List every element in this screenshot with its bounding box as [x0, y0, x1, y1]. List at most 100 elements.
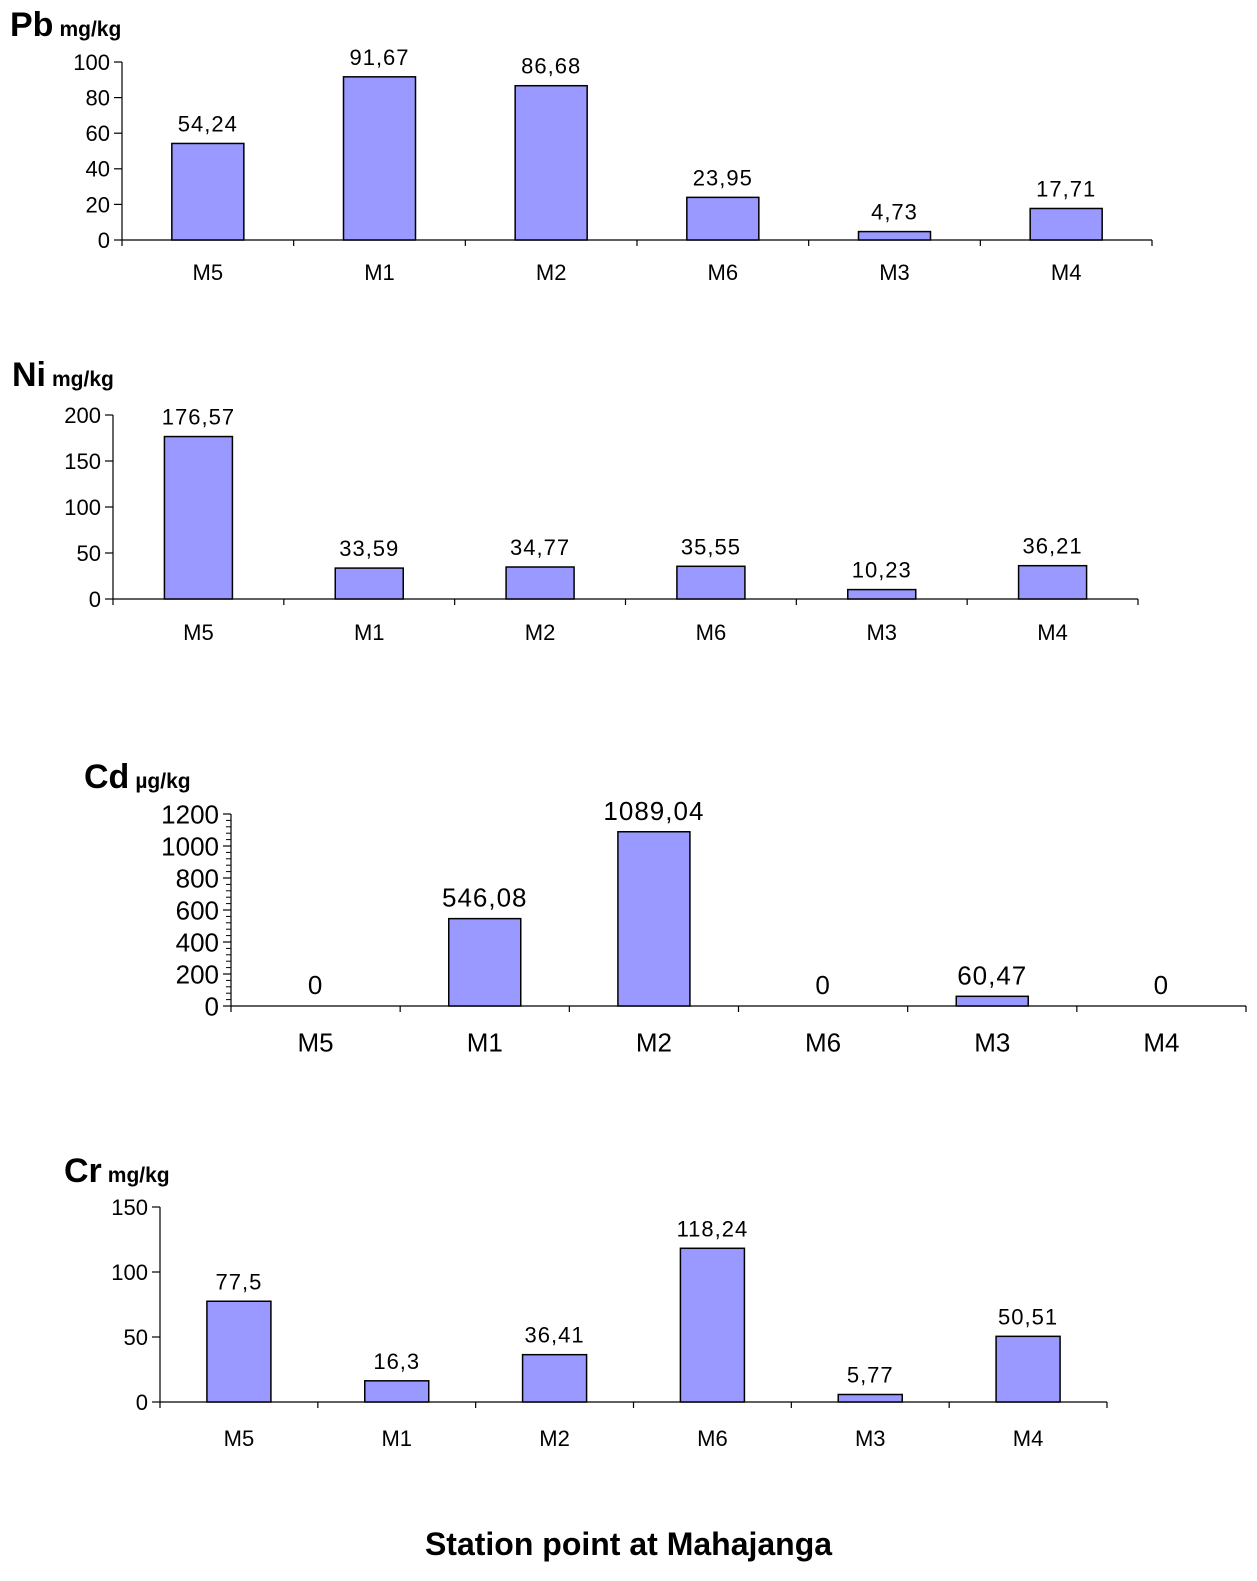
cd-value-label-m3: 60,47 [957, 960, 1027, 990]
pb-value-label-m1: 91,67 [349, 45, 409, 70]
ni-value-label-m1: 33,59 [339, 536, 399, 561]
pb-value-label-m2: 86,68 [521, 54, 581, 79]
cr-bar-m1 [364, 1380, 430, 1403]
ni-value-label-m3: 10,23 [852, 558, 912, 583]
ni-value-label-m5: 176,57 [162, 405, 235, 430]
pb-value-label-m3: 4,73 [871, 200, 918, 225]
ni-category-label-m5: M5 [183, 620, 214, 645]
x-axis-title: Station point at Mahajanga [424, 1526, 833, 1562]
pb-category-label-m3: M3 [879, 260, 910, 285]
cd-unit-label: µg/kg [135, 770, 191, 793]
cd-value-label-m5: 0 [308, 970, 323, 1000]
ni-bar-m4 [1017, 564, 1088, 600]
cd-y-tick-label: 600 [176, 895, 219, 925]
pb-value-label-m4: 17,71 [1036, 176, 1096, 201]
cd-y-tick-label: 800 [176, 863, 219, 893]
pb-bar-m1 [342, 76, 417, 241]
cr-category-label-m3: M3 [855, 1426, 886, 1451]
cr-bar-m4 [995, 1335, 1061, 1403]
cr-bar-m5 [206, 1300, 272, 1403]
cr-element-label: Cr [64, 1152, 102, 1190]
pb-bar-m3 [857, 230, 932, 241]
cr-bar-m2 [521, 1353, 588, 1403]
ni-value-label-m2: 34,77 [510, 535, 570, 560]
ni-category-label-m1: M1 [354, 620, 385, 645]
pb-category-label-m5: M5 [193, 260, 224, 285]
cd-element-label: Cd [84, 758, 130, 796]
cd-category-label-m6: M6 [805, 1027, 841, 1057]
ni-y-tick-label: 0 [89, 587, 101, 612]
pb-category-label-m1: M1 [364, 260, 395, 285]
ni-y-tick-label: 50 [77, 541, 101, 566]
cd-y-tick-label: 0 [205, 991, 219, 1021]
cd-bar-m3 [955, 995, 1029, 1007]
cr-category-label-m4: M4 [1013, 1426, 1044, 1451]
cr-value-label-m6: 118,24 [677, 1216, 749, 1241]
ni-value-label-m4: 36,21 [1023, 534, 1083, 559]
cd-category-label-m1: M1 [467, 1027, 503, 1057]
pb-bar-m2 [514, 84, 588, 241]
cr-category-label-m2: M2 [539, 1426, 570, 1451]
cd-value-label-m2: 1089,04 [603, 796, 704, 826]
cd-y-tick-label: 400 [176, 927, 219, 957]
pb-y-tick-label: 40 [86, 157, 110, 182]
cd-category-label-m2: M2 [636, 1027, 672, 1057]
cr-y-tick-label: 50 [124, 1325, 148, 1350]
pb-y-tick-label: 100 [73, 50, 110, 75]
cr-value-label-m3: 5,77 [847, 1362, 894, 1387]
pb-category-label-m2: M2 [536, 260, 567, 285]
ni-category-label-m3: M3 [866, 620, 897, 645]
cr-value-label-m5: 77,5 [216, 1269, 263, 1294]
pb-bar-m6 [686, 196, 760, 241]
cr-value-label-m1: 16,3 [373, 1349, 420, 1374]
cr-y-tick-label: 150 [111, 1195, 148, 1220]
cr-y-tick-label: 100 [111, 1260, 148, 1285]
ni-value-label-m6: 35,55 [681, 534, 741, 559]
cd-y-tick-label: 1000 [161, 831, 219, 861]
cd-value-label-m1: 546,08 [442, 883, 528, 913]
pb-bar-m4 [1029, 207, 1103, 241]
pb-bar-m5 [171, 142, 245, 241]
ni-chart-title: Ni mg/kg [12, 356, 114, 395]
cd-category-label-m3: M3 [974, 1027, 1010, 1057]
cd-bar-m1 [448, 917, 522, 1007]
cd-category-label-m4: M4 [1143, 1027, 1179, 1057]
ni-y-tick-label: 150 [64, 449, 101, 474]
cr-category-label-m5: M5 [224, 1426, 255, 1451]
ni-y-tick-label: 200 [64, 403, 101, 428]
cd-y-tick-label: 200 [176, 959, 219, 989]
pb-element-label: Pb [10, 6, 54, 44]
cd-y-tick-label: 1200 [161, 799, 219, 829]
pb-y-tick-label: 80 [86, 86, 110, 111]
ni-unit-label: mg/kg [52, 368, 114, 391]
pb-value-label-m6: 23,95 [693, 165, 753, 190]
cd-chart-title: Cd µg/kg [84, 758, 191, 797]
cr-value-label-m4: 50,51 [998, 1304, 1058, 1329]
cr-bar-m6 [679, 1247, 746, 1403]
pb-category-label-m4: M4 [1051, 260, 1082, 285]
pb-y-tick-label: 60 [86, 121, 110, 146]
cd-bar-m2 [617, 831, 691, 1007]
cr-category-label-m1: M1 [381, 1426, 412, 1451]
cr-bar-m3 [837, 1393, 903, 1403]
cr-chart-title: Cr mg/kg [64, 1152, 170, 1191]
pb-unit-label: mg/kg [59, 18, 122, 41]
cd-category-label-m5: M5 [298, 1027, 334, 1057]
ni-y-tick-label: 100 [64, 495, 101, 520]
ni-bar-m5 [163, 435, 234, 600]
cr-unit-label: mg/kg [107, 1164, 170, 1187]
cd-value-label-m6: 0 [815, 970, 830, 1000]
pb-value-label-m5: 54,24 [178, 111, 238, 136]
ni-category-label-m6: M6 [696, 620, 727, 645]
cr-value-label-m2: 36,41 [525, 1323, 585, 1348]
ni-bar-m2 [505, 566, 575, 600]
pb-category-label-m6: M6 [708, 260, 739, 285]
pb-y-tick-label: 20 [86, 192, 110, 217]
pb-chart-title: Pb mg/kg [10, 6, 121, 45]
cr-category-label-m6: M6 [697, 1426, 728, 1451]
ni-element-label: Ni [12, 356, 46, 394]
cd-value-label-m4: 0 [1154, 970, 1169, 1000]
ni-category-label-m4: M4 [1037, 620, 1068, 645]
ni-bar-m3 [847, 588, 917, 600]
